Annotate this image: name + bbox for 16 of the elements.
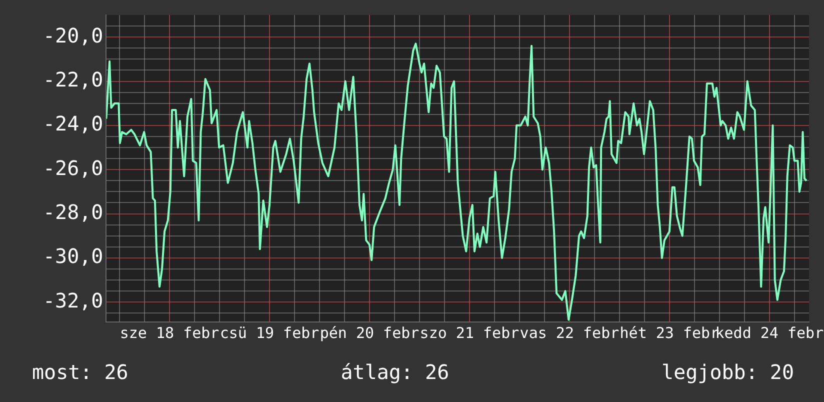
y-tick-label: -30,0 xyxy=(42,244,104,268)
y-tick-label: -28,0 xyxy=(42,200,104,224)
y-tick-label: -26,0 xyxy=(42,156,104,180)
x-tick-label: hét 23 febr xyxy=(620,324,720,342)
y-tick-label: -32,0 xyxy=(42,288,104,312)
x-tick-label: csü 19 febr xyxy=(220,324,320,342)
x-tick-label: sze 18 febr xyxy=(120,324,220,342)
x-tick-label: pén 20 febr xyxy=(320,324,420,342)
y-tick-label: -24,0 xyxy=(42,112,104,136)
x-tick-label: vas 22 febr xyxy=(520,324,620,342)
text: most: 26 xyxy=(32,360,128,384)
text: átlag: 26 xyxy=(340,360,450,384)
x-tick-label: szo 21 febr xyxy=(420,324,520,342)
y-tick-label: -22,0 xyxy=(42,67,104,92)
text: legjobb: 20 xyxy=(662,360,794,384)
y-tick-label: -20,0 xyxy=(42,23,104,48)
